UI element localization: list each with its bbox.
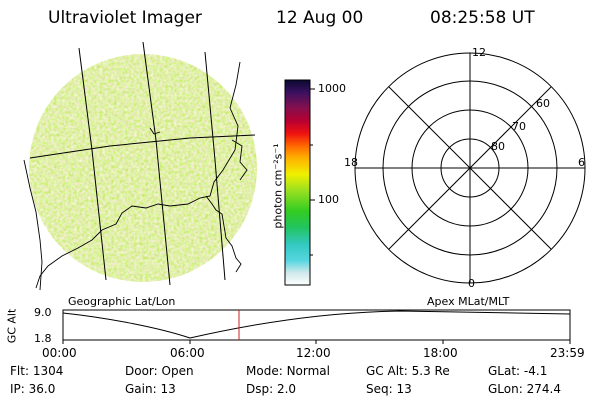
colorbar-unit-label: photon cm⁻²s⁻¹ (271, 143, 285, 229)
flight-info: Flt: 1304 (10, 364, 64, 378)
time-tick-1800: 18:00 (423, 346, 458, 360)
gain-info: Gain: 13 (125, 382, 176, 396)
observation-time: 08:25:58 UT (430, 8, 535, 28)
colorbar-tick-100: 100 (318, 193, 339, 206)
geographic-grid-label: Geographic Lat/Lon (68, 295, 176, 308)
ip-info: IP: 36.0 (10, 382, 56, 396)
door-info: Door: Open (125, 364, 194, 378)
mlat-label-60: 60 (536, 97, 550, 110)
apex-grid-label: Apex MLat/MLT (427, 295, 510, 308)
time-tick-0000: 00:00 (42, 346, 77, 360)
time-tick-2359: 23:59 (550, 346, 585, 360)
mode-info: Mode: Normal (246, 364, 330, 378)
altitude-plot (62, 309, 571, 344)
mlt-label-18: 18 (344, 156, 358, 169)
coastline-outline (23, 61, 248, 291)
uv-image-disc (29, 54, 257, 282)
colorbar-tick-1000: 1000 (318, 82, 346, 95)
glon-info: GLon: 274.4 (488, 382, 561, 396)
time-tick-0600: 06:00 (170, 346, 205, 360)
altitude-curve (62, 310, 571, 339)
mlt-label-6: 6 (578, 156, 585, 169)
mlat-label-80: 80 (491, 140, 505, 153)
mlat-label-70: 70 (512, 120, 526, 133)
altitude-axis-label: GC Alt (5, 308, 19, 344)
mlt-label-0: 0 (468, 277, 475, 290)
instrument-title: Ultraviolet Imager (48, 8, 202, 28)
dsp-info: Dsp: 2.0 (246, 382, 297, 396)
mlt-label-12: 12 (472, 46, 486, 59)
altitude-tick-1-8: 1.8 (34, 332, 52, 345)
glat-info: GLat: -4.1 (488, 364, 548, 378)
seq-info: Seq: 13 (366, 382, 412, 396)
gc-alt-info: GC Alt: 5.3 Re (366, 364, 450, 378)
time-tick-1200: 12:00 (296, 346, 331, 360)
altitude-tick-9: 9.0 (34, 306, 52, 319)
observation-date: 12 Aug 00 (276, 8, 364, 28)
polar-grid (354, 52, 586, 284)
geographic-grid (29, 41, 256, 286)
colorbar (284, 79, 315, 286)
